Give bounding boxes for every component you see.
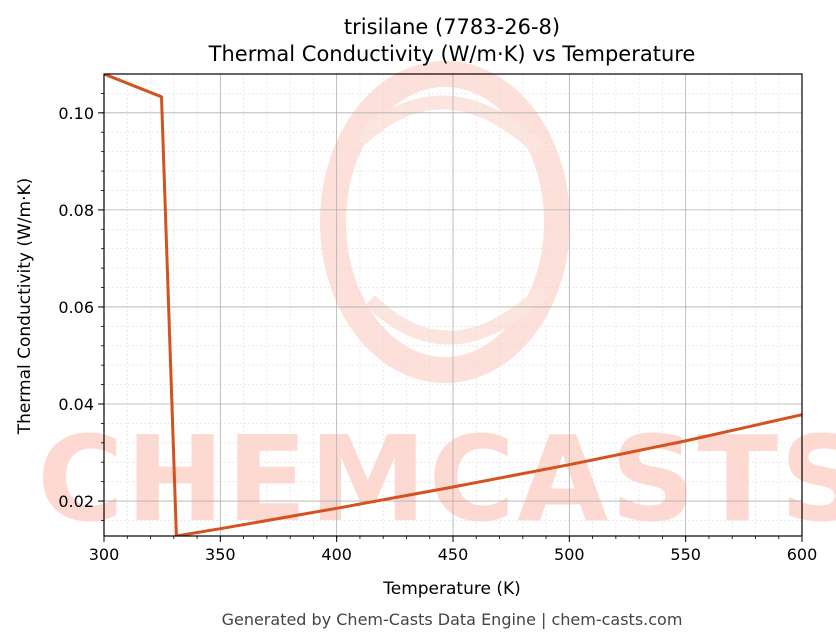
y-tick-label: 0.10 xyxy=(58,104,94,123)
y-tick-label: 0.06 xyxy=(58,298,94,317)
y-tick-label: 0.02 xyxy=(58,492,94,511)
x-tick-label: 500 xyxy=(554,545,585,564)
series-line-thermal-conductivity xyxy=(104,74,802,536)
x-axis-label: Temperature (K) xyxy=(382,579,521,599)
y-tick-label: 0.04 xyxy=(58,395,94,414)
chart-subtitle: Thermal Conductivity (W/m·K) vs Temperat… xyxy=(208,42,696,66)
watermark-logo-icon xyxy=(320,61,570,383)
tick-labels: 300 350 400 450 500 550 600 0.02 0.04 0.06 0.08 0.1… xyxy=(58,104,817,564)
x-tick-label: 400 xyxy=(321,545,352,564)
axis-ticks xyxy=(98,93,803,542)
x-tick-label: 550 xyxy=(670,545,701,564)
footer-credit: Generated by Chem-Casts Data Engine | ch… xyxy=(222,610,683,629)
series-layer xyxy=(104,74,802,536)
x-tick-label: 450 xyxy=(438,545,469,564)
chart-title: trisilane (7783-26-8) xyxy=(344,15,560,39)
x-tick-label: 350 xyxy=(205,545,236,564)
watermark-text: CHEMCASTS xyxy=(37,410,836,548)
x-tick-label: 600 xyxy=(787,545,818,564)
y-tick-label: 0.08 xyxy=(58,201,94,220)
x-tick-label: 300 xyxy=(89,545,120,564)
y-axis-label: Thermal Conductivity (W/m·K) xyxy=(15,178,35,436)
